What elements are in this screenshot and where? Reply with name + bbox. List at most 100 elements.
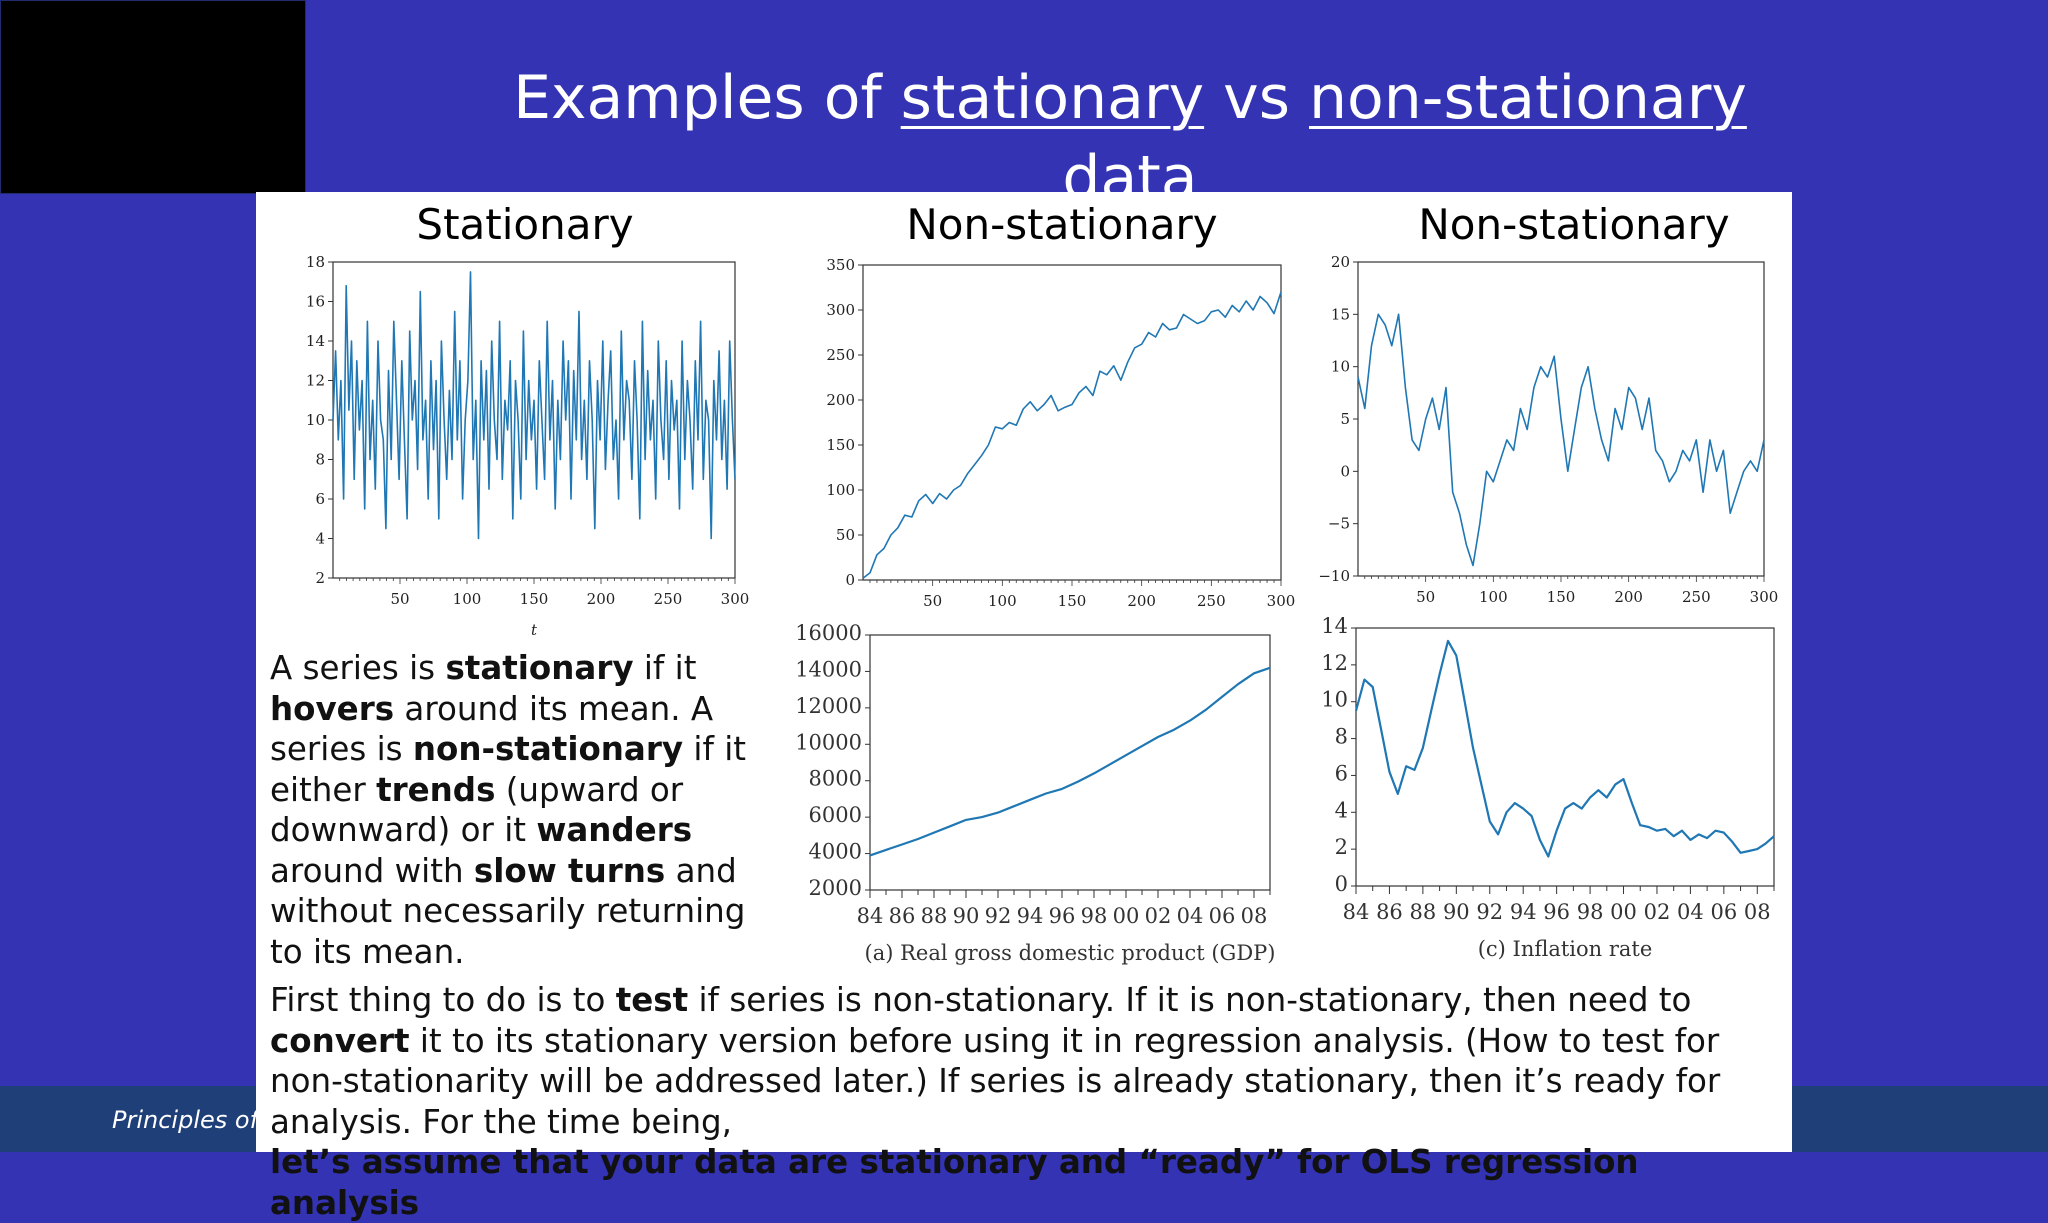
- y-tick-label: 4000: [809, 840, 862, 864]
- footer-text: Principles of E: [112, 1106, 257, 1134]
- bottom-text-bold-3: convert: [270, 1021, 410, 1060]
- y-tick-label: 2000: [809, 876, 862, 900]
- x-tick-label: 08: [1241, 904, 1268, 928]
- series-line: [1354, 639, 1775, 858]
- y-tick-label: −5: [1328, 515, 1350, 533]
- x-tick-label: 50: [1416, 588, 1435, 606]
- content-panel: [256, 192, 1792, 1152]
- y-tick-label: 15: [1331, 305, 1350, 323]
- bottom-bold-line: let’s assume that your data are stationa…: [270, 1143, 1639, 1222]
- left-text-bold-6: non-stationary: [412, 730, 684, 768]
- y-tick-label: 6: [315, 490, 325, 508]
- x-tick-label: 90: [953, 904, 980, 928]
- x-tick-label: 300: [1267, 592, 1296, 610]
- y-tick-label: 4: [1335, 798, 1348, 822]
- x-tick-label: 84: [1343, 900, 1370, 924]
- left-text-11: around with: [270, 851, 474, 890]
- y-tick-label: 0: [845, 571, 855, 589]
- x-axis-label: t: [531, 621, 538, 639]
- chart-gdp: 2000 4000 6000 8000 10000 12000 14000 16000 84 86…: [795, 621, 1276, 965]
- left-text-bold-10: wanders: [536, 811, 693, 849]
- x-tick-label: 92: [985, 904, 1012, 928]
- x-tick-label: 00: [1113, 904, 1140, 928]
- left-text-0: A series is: [270, 649, 446, 687]
- y-tick-label: 8000: [809, 767, 862, 791]
- x-tick-label: 98: [1081, 904, 1108, 928]
- y-tick-label: 10: [306, 411, 325, 429]
- bottom-text-2: if series is non-stationary. If it is no…: [688, 981, 1692, 1019]
- y-tick-label: 250: [826, 346, 855, 364]
- y-tick-label: 20: [1331, 253, 1350, 271]
- title-part-3: vs: [1204, 63, 1310, 133]
- x-tick-label: 02: [1644, 900, 1671, 924]
- x-tick-label: 04: [1177, 904, 1204, 928]
- y-tick-label: 350: [826, 256, 855, 274]
- x-tick-label: 04: [1677, 900, 1704, 924]
- x-tick-label: 84: [857, 904, 884, 928]
- chart-caption: (a) Real gross domestic product (GDP): [865, 941, 1276, 965]
- x-tick-label: 250: [1682, 588, 1711, 606]
- y-tick-label: −10: [1318, 567, 1350, 585]
- left-text-7: if it either: [270, 730, 746, 809]
- series-line: [862, 291, 1282, 579]
- x-tick-label: 02: [1145, 904, 1172, 928]
- x-tick-label: 96: [1543, 900, 1570, 924]
- x-tick-label: 150: [520, 590, 549, 608]
- y-tick-label: 0: [1340, 462, 1350, 480]
- x-tick-label: 250: [654, 590, 683, 608]
- y-tick-label: 50: [836, 526, 855, 544]
- y-tick-label: 2: [1335, 835, 1348, 859]
- x-tick-label: 250: [1197, 592, 1226, 610]
- y-tick-label: 14: [306, 332, 325, 350]
- y-tick-label: 12000: [795, 694, 862, 718]
- y-tick-label: 16: [306, 293, 325, 311]
- bottom-text-4: it to its stationary version before usin…: [270, 1021, 1721, 1141]
- left-text-2: if it: [633, 649, 697, 687]
- x-tick-label: 96: [1049, 904, 1076, 928]
- y-tick-label: 200: [826, 391, 855, 409]
- x-tick-label: 200: [1127, 592, 1156, 610]
- y-tick-label: 10000: [795, 730, 862, 754]
- series-line: [332, 271, 736, 540]
- heading-stationary: Stationary: [416, 200, 634, 249]
- y-tick-label: 6: [1335, 761, 1348, 785]
- heading-nonstationary-2: Non-stationary: [1418, 200, 1730, 249]
- left-text-13: and without necessarily returning to its…: [270, 851, 746, 971]
- y-tick-label: 5: [1340, 410, 1350, 428]
- title-nonstationary: non-stationary: [1309, 63, 1747, 133]
- x-tick-label: 200: [1614, 588, 1643, 606]
- x-tick-label: 200: [587, 590, 616, 608]
- plot-frame: [1355, 627, 1775, 887]
- left-explanation-text: A series is stationary if it hovers arou…: [270, 648, 770, 972]
- x-tick-label: 92: [1476, 900, 1503, 924]
- x-tick-label: 94: [1017, 904, 1044, 928]
- series-line: [1357, 313, 1765, 567]
- chart-nonstationary-trend: 0 50 100 150 200 250 300 350 50 100 150 200 250 300: [826, 256, 1296, 610]
- left-text-bold-8: trends: [376, 770, 496, 809]
- x-tick-label: 94: [1510, 900, 1537, 924]
- left-text-bold-12: slow turns: [473, 851, 666, 890]
- heading-nonstationary-1: Non-stationary: [906, 200, 1218, 249]
- x-tick-label: 300: [1750, 588, 1779, 606]
- x-tick-label: 06: [1209, 904, 1236, 928]
- left-text-bold-3: hovers: [270, 689, 395, 728]
- x-tick-label: 86: [1376, 900, 1403, 924]
- title-part-1: Examples of: [513, 63, 901, 133]
- left-text-bold-1: stationary: [445, 649, 634, 687]
- x-tick-label: 100: [453, 590, 482, 608]
- y-tick-label: 18: [306, 253, 325, 271]
- x-tick-label: 86: [889, 904, 916, 928]
- left-text-5: A series is: [270, 689, 714, 769]
- x-tick-label: 150: [1058, 592, 1087, 610]
- x-tick-label: 50: [923, 592, 942, 610]
- y-tick-label: 12: [1321, 651, 1348, 675]
- x-tick-label: 00: [1610, 900, 1637, 924]
- title-stationary: stationary: [900, 63, 1205, 133]
- left-text-4: around its mean.: [394, 689, 691, 728]
- y-tick-label: 10: [1321, 688, 1348, 712]
- y-tick-label: 12: [306, 372, 325, 390]
- y-tick-label: 16000: [795, 621, 862, 645]
- x-tick-label: 90: [1443, 900, 1470, 924]
- bottom-explanation-text: First thing to do is to test if series i…: [270, 980, 1780, 1223]
